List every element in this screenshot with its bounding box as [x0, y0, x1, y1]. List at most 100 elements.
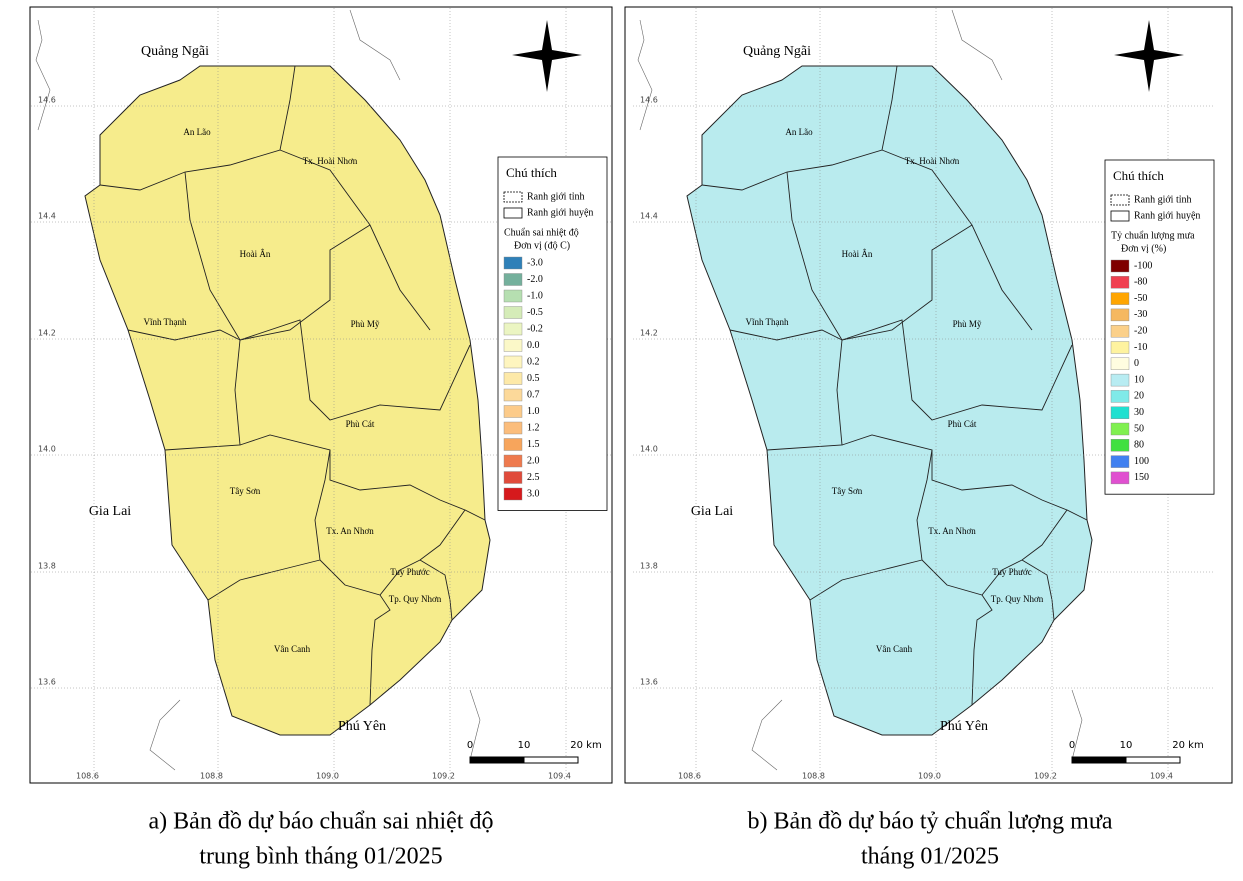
district-boundary	[207, 559, 321, 601]
legend-label: -0.5	[527, 307, 543, 318]
legend-swatch	[1110, 194, 1130, 206]
district-label: Tuy Phước	[992, 567, 1032, 577]
lon-label: 108.6	[678, 772, 701, 781]
scale-bar	[469, 756, 525, 764]
district-boundary	[329, 450, 466, 511]
legend-label: 10	[1134, 374, 1144, 385]
legend-swatch	[503, 421, 523, 435]
north-arrow	[512, 20, 582, 92]
legend-swatch	[503, 207, 523, 219]
district-boundary	[786, 171, 973, 341]
legend-swatch	[503, 372, 523, 385]
legend-label: 0.5	[527, 373, 540, 384]
legend-label: 0	[1134, 358, 1139, 369]
legend-label: -50	[1134, 293, 1147, 304]
legend-label: 1.2	[527, 422, 540, 433]
neighbor-label: Phú Yên	[338, 719, 386, 734]
legend-swatch	[1110, 210, 1130, 222]
lat-label: 14.0	[38, 445, 56, 454]
legend-swatch	[503, 487, 523, 501]
district-boundary	[701, 65, 898, 191]
legend-swatch	[503, 355, 523, 369]
legend-label: -3.0	[527, 257, 543, 268]
legend-title: Chú thích	[506, 165, 557, 180]
legend-swatch	[503, 191, 523, 203]
district-boundary	[279, 149, 431, 331]
legend-label: 0.2	[527, 356, 540, 367]
scale-label: 10	[518, 740, 531, 751]
district-label: Phù Mỹ	[953, 319, 982, 329]
district-label: Phù Cát	[346, 419, 375, 429]
lat-label: 14.6	[640, 96, 658, 105]
legend-swatch	[503, 405, 523, 418]
lon-label: 109.2	[432, 772, 455, 781]
district-label: Tx. Hoài Nhơn	[905, 156, 960, 166]
legend-swatch	[1110, 439, 1130, 452]
lon-label: 108.8	[200, 772, 223, 781]
legend-label: -100	[1134, 260, 1152, 271]
lat-label: 13.8	[38, 562, 56, 571]
province	[686, 65, 1093, 736]
legend-swatch	[1110, 259, 1130, 273]
neighbor-label: Gia Lai	[89, 504, 131, 519]
district-boundary	[971, 594, 993, 706]
legend-label: -80	[1134, 277, 1147, 288]
district-label: Phù Cát	[948, 419, 977, 429]
legend-swatch	[503, 322, 523, 336]
legend-label: 0.0	[527, 340, 540, 351]
legend-swatch	[503, 471, 523, 484]
neighbor-boundary	[637, 9, 1083, 771]
district-label: Tx. An Nhơn	[326, 526, 374, 536]
legend-label: -0.2	[527, 323, 543, 334]
legend-label: 50	[1134, 423, 1144, 434]
legend-swatch	[1110, 373, 1130, 387]
district-boundary	[881, 149, 1033, 331]
lon-label: 109.2	[1034, 772, 1057, 781]
legend-swatch	[1110, 455, 1130, 468]
legend-label: 30	[1134, 407, 1144, 418]
neighbor-label: Quảng Ngãi	[743, 44, 811, 59]
lon-label: 108.8	[802, 772, 825, 781]
district-label: Vân Canh	[274, 644, 311, 654]
lat-label: 14.0	[640, 445, 658, 454]
lon-label: 109.0	[316, 772, 339, 781]
legend-swatch	[1110, 292, 1130, 305]
lon-label: 108.6	[76, 772, 99, 781]
lat-label: 14.4	[38, 212, 56, 221]
legend-swatch	[1110, 325, 1130, 338]
legend-label: 150	[1134, 472, 1149, 483]
district-label: An Lão	[785, 127, 813, 137]
district-label: Vĩnh Thạnh	[745, 317, 789, 327]
legend-unit: Đơn vị (độ C)	[514, 240, 570, 251]
district-boundary	[184, 171, 371, 341]
legend-swatch	[1110, 276, 1130, 289]
legend-swatch	[503, 438, 523, 451]
scale-label: 0	[1069, 740, 1075, 751]
district-boundary	[841, 319, 1073, 421]
legend-label: 1.5	[527, 439, 540, 450]
district-label: Hoài Ân	[842, 249, 873, 259]
district-boundary	[99, 65, 296, 191]
legend-swatch	[503, 256, 523, 270]
legend-label: -2.0	[527, 274, 543, 285]
legend-label: 3.0	[527, 488, 540, 499]
legend-label: Ranh giới tỉnh	[527, 191, 585, 202]
legend-swatch	[1110, 471, 1130, 485]
legend-swatch	[1110, 390, 1130, 403]
scale-label: 10	[1120, 740, 1133, 751]
lat-label: 14.2	[640, 329, 658, 338]
province	[84, 65, 491, 736]
district-label: Phù Mỹ	[351, 319, 380, 329]
legend-swatch	[1110, 357, 1130, 370]
district-label: Tx. An Nhơn	[928, 526, 976, 536]
legend-label: Ranh giới huyện	[1134, 210, 1200, 221]
legend-label: 1.0	[527, 406, 540, 417]
scale-bar	[1071, 756, 1127, 764]
legend-swatch	[1110, 308, 1130, 322]
neighbor-boundary	[35, 9, 481, 771]
lon-label: 109.4	[548, 772, 571, 781]
district-boundary	[419, 559, 453, 621]
scale-label: 20 km	[570, 740, 601, 751]
district-label: An Lão	[183, 127, 211, 137]
